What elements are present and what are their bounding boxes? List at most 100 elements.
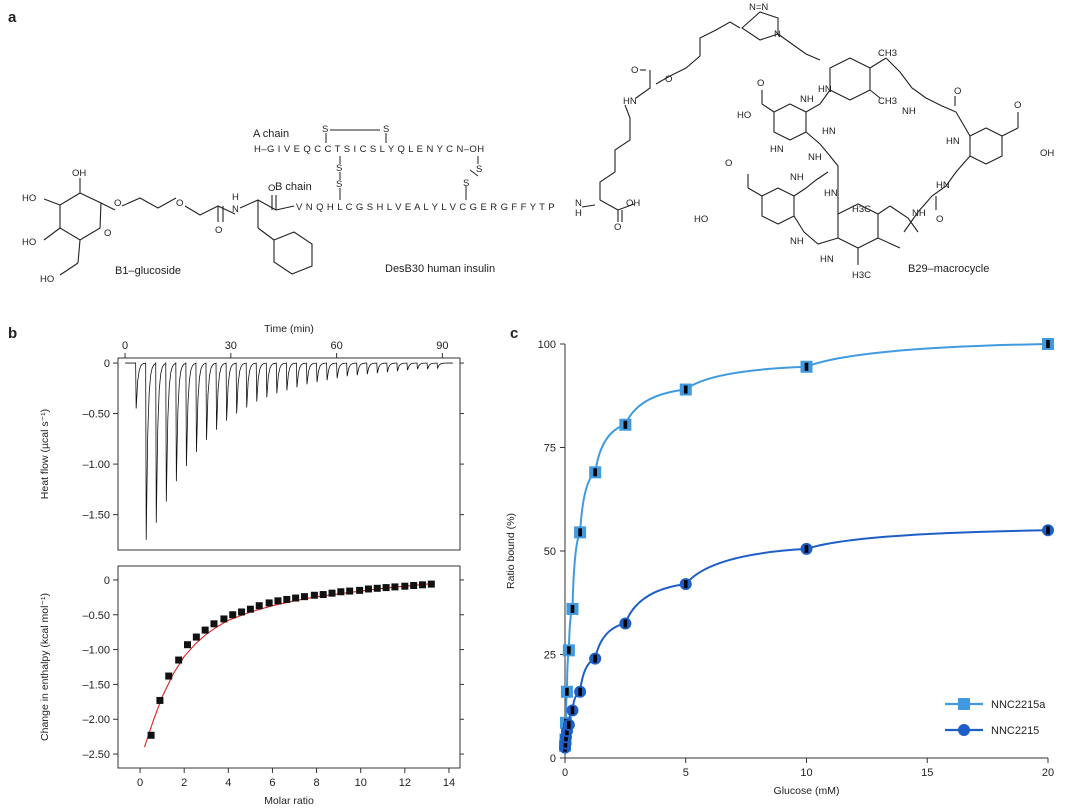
heat-y-axis-label: Heat flow (µcal s⁻¹) bbox=[39, 409, 51, 499]
enthalpy-data-point bbox=[192, 633, 200, 641]
enthalpy-x-axis-label: Molar ratio bbox=[264, 795, 314, 807]
glucoside-structure bbox=[43, 178, 313, 276]
svg-text:H3C: H3C bbox=[852, 204, 871, 215]
enthalpy-data-point bbox=[274, 597, 282, 605]
enthalpy-data-point bbox=[364, 585, 372, 593]
caption-insulin: DesB30 human insulin bbox=[385, 263, 495, 275]
svg-text:HN: HN bbox=[623, 96, 637, 107]
point-core-NNC2215 bbox=[570, 706, 575, 715]
svg-text:N: N bbox=[774, 29, 781, 40]
svg-text:N: N bbox=[232, 204, 239, 215]
legend-marker-NNC2215 bbox=[958, 724, 970, 736]
point-core-NNC2215a bbox=[683, 385, 688, 394]
enthalpy-plot-frame bbox=[117, 565, 461, 769]
point-core-NNC2215 bbox=[567, 720, 571, 729]
chart-enthalpy: 0 2 4 6 8 10 12 14 0 –0.50 –1.00 –1.50 –2.00 –2.50 Mol… bbox=[39, 565, 464, 807]
svg-text:NH: NH bbox=[790, 172, 804, 183]
svg-text:OH: OH bbox=[1040, 148, 1054, 159]
linker-atoms: N H O OH HN O O N=N N bbox=[575, 2, 781, 233]
svg-text:NH: NH bbox=[912, 208, 926, 219]
a-chain-sequence: H–G I V E Q C C T S I C S L Y Q L E N Y … bbox=[254, 144, 484, 155]
point-core-NNC2215 bbox=[564, 733, 568, 742]
enthalpy-x-tick-label: 0 bbox=[137, 777, 143, 789]
enthalpy-fit-curve bbox=[143, 582, 434, 748]
enthalpy-data-point bbox=[201, 626, 209, 634]
series-line-NNC2215 bbox=[564, 529, 1049, 748]
heat-flow-trace bbox=[125, 361, 453, 540]
svg-text:H: H bbox=[575, 208, 582, 219]
enthalpy-y-tick-label: –2.00 bbox=[82, 714, 110, 726]
enthalpy-data-point bbox=[319, 591, 327, 599]
svg-text:NH: NH bbox=[808, 152, 822, 163]
svg-text:S: S bbox=[336, 163, 342, 174]
macrocycle-structure bbox=[747, 57, 1019, 265]
point-core-NNC2215 bbox=[565, 727, 569, 736]
enthalpy-data-point bbox=[410, 582, 418, 590]
enthalpy-x-tick-label: 8 bbox=[314, 777, 320, 789]
enthalpy-x-tick-label: 4 bbox=[225, 777, 231, 789]
caption-macrocycle: B29–macrocycle bbox=[908, 263, 989, 275]
svg-text:O: O bbox=[665, 74, 672, 85]
point-core-NNC2215 bbox=[563, 739, 568, 748]
svg-text:O: O bbox=[757, 78, 764, 89]
point-core-NNC2215a bbox=[565, 687, 569, 696]
ratio-y-tick-label: 0 bbox=[550, 753, 556, 765]
lysine-linker bbox=[581, 11, 821, 222]
point-core-NNC2215 bbox=[683, 580, 688, 589]
enthalpy-y-axis-label: Change in enthalpy (kcal mol⁻¹) bbox=[39, 593, 51, 741]
point-core-NNC2215a bbox=[570, 604, 575, 613]
heat-x-tick-label: 60 bbox=[330, 340, 342, 352]
svg-text:OH: OH bbox=[626, 198, 640, 209]
point-core-NNC2215a bbox=[623, 420, 628, 429]
svg-text:HO: HO bbox=[40, 274, 54, 285]
enthalpy-y-tick-label: 0 bbox=[104, 575, 110, 587]
point-core-NNC2215a bbox=[578, 528, 582, 537]
enthalpy-data-point bbox=[328, 589, 336, 597]
legend-label-NNC2215a: NNC2215a bbox=[991, 699, 1046, 711]
svg-text:N=N: N=N bbox=[749, 2, 768, 13]
svg-text:H: H bbox=[232, 192, 239, 203]
enthalpy-data-point bbox=[283, 595, 291, 603]
chart-heat-flow: 0 30 60 90 0 –0.50 –1.00 –1.50 Time (min) Heat fl… bbox=[39, 323, 464, 551]
enthalpy-data-point bbox=[427, 580, 435, 588]
enthalpy-data-point bbox=[337, 588, 345, 596]
enthalpy-data-point bbox=[310, 591, 318, 599]
svg-text:OH: OH bbox=[72, 168, 86, 179]
chart-ratio-bound: 0 5 10 15 20 0 25 50 75 100 Glucose (mM) Ratio boun… bbox=[505, 338, 1054, 797]
enthalpy-data-point bbox=[238, 608, 246, 616]
ratio-x-tick-label: 20 bbox=[1042, 767, 1054, 779]
heat-x-tick-label: 0 bbox=[122, 340, 128, 352]
svg-text:HN: HN bbox=[946, 136, 960, 147]
svg-text:O: O bbox=[114, 198, 121, 209]
enthalpy-x-tick-label: 12 bbox=[399, 777, 411, 789]
svg-text:NH: NH bbox=[902, 106, 916, 117]
disulfide-atoms: S S S S S S bbox=[322, 124, 482, 190]
enthalpy-data-point bbox=[246, 605, 254, 613]
svg-text:NH: NH bbox=[790, 236, 804, 247]
enthalpy-data-point bbox=[382, 584, 390, 592]
enthalpy-data-point bbox=[210, 620, 218, 628]
enthalpy-x-tick-label: 10 bbox=[355, 777, 367, 789]
ratio-x-tick-label: 5 bbox=[683, 767, 689, 779]
point-core-NNC2215 bbox=[1046, 526, 1050, 535]
svg-text:HO: HO bbox=[737, 110, 751, 121]
enthalpy-data-point bbox=[356, 586, 364, 594]
ratio-y-tick-label: 50 bbox=[544, 546, 556, 558]
enthalpy-data-point bbox=[391, 583, 399, 591]
enthalpy-x-tick-label: 14 bbox=[443, 777, 455, 789]
enthalpy-data-point bbox=[418, 581, 426, 589]
svg-text:S: S bbox=[463, 178, 469, 189]
svg-text:HO: HO bbox=[694, 214, 708, 225]
svg-text:S: S bbox=[476, 164, 482, 175]
enthalpy-data-point bbox=[175, 656, 183, 664]
enthalpy-data-point bbox=[300, 593, 308, 601]
heat-y-tick-label: –1.00 bbox=[82, 459, 110, 471]
enthalpy-data-point bbox=[265, 599, 273, 607]
point-core-NNC2215a bbox=[1046, 340, 1050, 348]
heat-y-tick-label: 0 bbox=[104, 358, 110, 370]
a-chain-label: A chain bbox=[253, 128, 289, 140]
ratio-x-axis-label: Glucose (mM) bbox=[774, 785, 840, 797]
macrocycle-atoms: CH3 CH3 HN NH HN NH NH HN HN NH HN NH HN… bbox=[694, 48, 1054, 281]
glucoside-atoms: OH HO HO HO O O O O H N O bbox=[22, 168, 275, 285]
